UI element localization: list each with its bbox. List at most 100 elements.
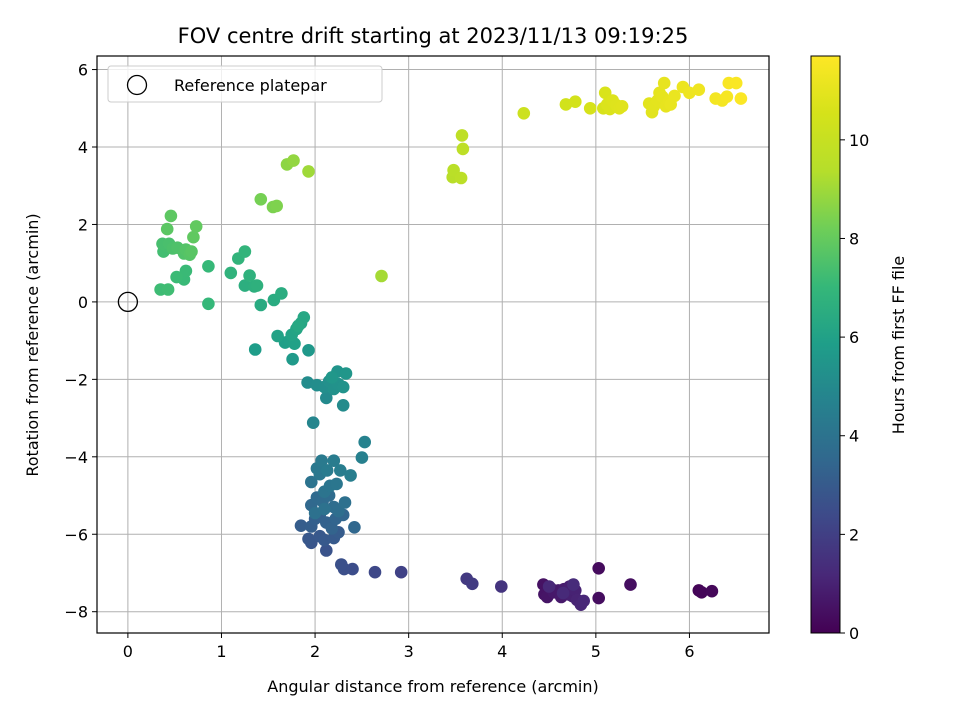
data-point-21 <box>542 580 556 593</box>
data-points <box>154 76 748 611</box>
y-tick-label-6: 4 <box>78 138 88 157</box>
data-point-82 <box>325 371 339 384</box>
y-tick-label-5: 2 <box>78 215 88 234</box>
data-point-34 <box>302 532 315 546</box>
data-point-169 <box>734 92 748 105</box>
legend-box <box>107 65 383 103</box>
x-tick-label-1: 1 <box>216 642 226 661</box>
data-point-106 <box>202 260 215 273</box>
data-point-39 <box>294 519 308 532</box>
x-tick-label-6: 6 <box>684 642 694 661</box>
data-point-130 <box>287 154 300 167</box>
data-point-134 <box>447 163 460 177</box>
data-point-132 <box>375 269 388 283</box>
colorbar: 0 2 4 6 8 10 Hours from first FF file <box>810 55 908 643</box>
data-point-163 <box>692 83 706 96</box>
data-point-64 <box>320 464 334 477</box>
data-point-54 <box>338 496 352 509</box>
data-point-36 <box>318 533 331 547</box>
data-point-53 <box>332 504 345 518</box>
legend-marker-open-circle <box>126 74 148 96</box>
data-point-123 <box>164 209 178 223</box>
data-point-27 <box>394 565 408 579</box>
y-tick-label-2: −4 <box>64 448 88 467</box>
data-point-23 <box>567 578 580 591</box>
data-point-168 <box>729 76 743 90</box>
data-point-66 <box>334 464 347 477</box>
data-point-79 <box>336 380 350 394</box>
data-point-63 <box>315 454 328 468</box>
y-axis-label: Rotation from reference (arcmin) <box>23 213 42 476</box>
data-point-5 <box>624 578 637 591</box>
data-point-108 <box>179 264 193 278</box>
y-tick-label-4: 0 <box>78 293 88 312</box>
data-point-44 <box>325 522 339 535</box>
chart-title: FOV centre drift starting at 2023/11/13 … <box>178 24 689 48</box>
data-point-124 <box>187 230 200 244</box>
data-point-140 <box>569 95 582 108</box>
x-axis-ticks: 0 1 2 3 4 5 6 <box>123 633 695 661</box>
data-point-57 <box>305 475 318 489</box>
data-point-65 <box>327 454 341 468</box>
data-point-141 <box>583 102 597 115</box>
data-point-72 <box>336 399 350 412</box>
data-point-70 <box>306 416 320 430</box>
data-point-1 <box>695 586 708 599</box>
data-point-126 <box>254 193 268 206</box>
data-point-47 <box>348 521 361 534</box>
y-tick-label-3: −2 <box>64 370 88 389</box>
data-point-69 <box>358 435 372 449</box>
data-point-20 <box>577 594 590 608</box>
data-point-94 <box>291 319 305 333</box>
y-tick-label-7: 6 <box>78 61 88 80</box>
plot-frame <box>96 55 770 634</box>
y-axis-ticks: −8 −6 −4 −2 0 2 4 6 <box>64 61 97 622</box>
data-point-111 <box>161 283 175 296</box>
grid-lines <box>97 56 769 633</box>
reference-platepar-point <box>117 291 139 313</box>
data-point-83 <box>302 344 315 357</box>
data-point-156 <box>657 76 671 90</box>
data-point-100 <box>250 279 264 292</box>
data-point-31 <box>335 558 348 571</box>
data-point-131 <box>302 165 315 178</box>
x-tick-label-4: 4 <box>497 642 507 661</box>
data-point-135 <box>454 171 468 185</box>
data-point-89 <box>271 329 284 343</box>
data-point-121 <box>185 245 198 258</box>
colorbar-tick-label-5: 10 <box>849 131 869 150</box>
colorbar-tick-label-3: 6 <box>849 328 859 347</box>
data-point-136 <box>456 142 470 156</box>
data-point-122 <box>160 222 174 236</box>
data-point-85 <box>248 343 262 356</box>
data-point-104 <box>238 245 252 258</box>
colorbar-frame <box>810 55 841 634</box>
legend: Reference platepar <box>107 65 383 103</box>
x-tick-label-2: 2 <box>310 642 320 661</box>
data-point-22 <box>556 586 570 600</box>
colorbar-ticks: 0 2 4 6 8 10 <box>840 131 869 643</box>
data-point-166 <box>720 90 734 103</box>
data-point-149 <box>615 100 629 113</box>
data-point-4 <box>592 591 605 605</box>
colorbar-gradient <box>811 56 840 633</box>
colorbar-label: Hours from first FF file <box>889 256 908 435</box>
x-tick-label-0: 0 <box>123 642 133 661</box>
legend-entry-reference-platepar: Reference platepar <box>174 76 327 95</box>
reference-marker <box>117 291 139 313</box>
data-point-3 <box>592 562 605 575</box>
data-point-105 <box>202 297 215 311</box>
colorbar-tick-label-1: 2 <box>849 525 859 544</box>
data-point-137 <box>455 129 469 142</box>
data-point-28 <box>368 565 382 579</box>
data-point-24 <box>495 580 508 593</box>
data-point-128 <box>270 199 284 213</box>
data-point-2 <box>705 584 719 598</box>
data-point-125 <box>189 220 203 233</box>
x-tick-label-3: 3 <box>404 642 414 661</box>
data-point-68 <box>355 451 369 464</box>
data-point-56 <box>318 502 331 516</box>
data-point-102 <box>224 266 238 280</box>
data-point-71 <box>320 391 333 405</box>
